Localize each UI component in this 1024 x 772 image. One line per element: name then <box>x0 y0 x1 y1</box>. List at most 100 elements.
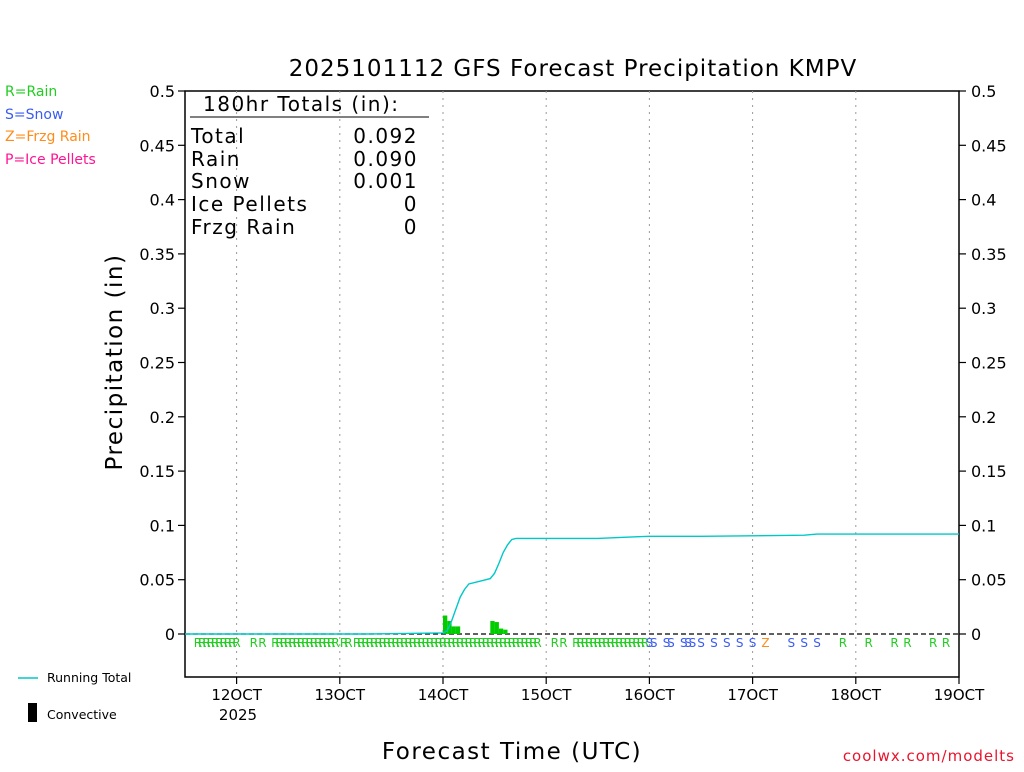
ptype-marker: R <box>615 636 623 650</box>
y-tick-label-right: 0.5 <box>971 82 996 101</box>
ptype-marker: Z <box>761 636 769 650</box>
ptype-marker: S <box>667 636 675 650</box>
ptype-marker: R <box>288 636 296 650</box>
ptype-marker: R <box>637 636 645 650</box>
y-tick-label-left: 0.35 <box>139 245 175 264</box>
x-tick-label: 19OCT <box>934 686 985 704</box>
legend-snow: S=Snow <box>5 107 63 123</box>
ptype-legend: R=Rain S=Snow Z=Frzg Rain P=Ice Pellets <box>5 84 96 168</box>
x-gridlines <box>236 91 857 677</box>
ptype-marker: R <box>525 636 533 650</box>
ptype-marker: R <box>619 636 627 650</box>
ptype-marker: R <box>452 636 460 650</box>
ptype-marker: R <box>641 636 649 650</box>
ptype-marker: R <box>327 636 335 650</box>
x-tick-label: 13OCT <box>315 686 366 704</box>
totals-value-snow: 0.001 <box>353 169 418 193</box>
ptype-marker: R <box>310 636 318 650</box>
totals-label-total: Total <box>190 124 245 148</box>
ptype-marker: R <box>559 636 567 650</box>
ptype-marker: S <box>710 636 718 650</box>
ptype-marker: R <box>903 636 911 650</box>
ptype-marker: R <box>275 636 283 650</box>
ptype-marker: R <box>469 636 477 650</box>
legend-ice-pellets: P=Ice Pellets <box>5 152 96 168</box>
convective-bar <box>498 628 504 634</box>
ptype-marker: R <box>426 636 434 650</box>
ptype-marker: R <box>297 636 305 650</box>
ptype-marker: R <box>284 636 292 650</box>
ptype-marker: R <box>598 636 606 650</box>
y-tick-label-left: 0.1 <box>150 516 175 535</box>
ptype-marker: R <box>430 636 438 650</box>
ptype-marker: R <box>400 636 408 650</box>
ptype-marker: S <box>680 636 688 650</box>
ptype-marker: S <box>800 636 808 650</box>
ptype-marker: S <box>723 636 731 650</box>
ptype-marker: R <box>413 636 421 650</box>
ptype-marker: R <box>202 636 210 650</box>
ptype-marker: R <box>331 636 339 650</box>
chart-title: 2025101112 GFS Forecast Precipitation KM… <box>289 56 857 82</box>
ptype-marker: R <box>508 636 516 650</box>
ptype-marker: R <box>495 636 503 650</box>
ptype-marker: R <box>314 636 322 650</box>
y-tick-label-right: 0.45 <box>971 136 1007 155</box>
y-tick-label-right: 0.05 <box>971 571 1007 590</box>
ptype-marker: R <box>404 636 412 650</box>
ptype-marker: R <box>271 636 279 650</box>
ptype-marker: R <box>533 636 541 650</box>
ptype-marker: R <box>529 636 537 650</box>
convective-bar <box>494 622 499 634</box>
ptype-marker: R <box>607 636 615 650</box>
totals-label-snow: Snow <box>191 169 251 193</box>
ptype-marker: S <box>663 636 671 650</box>
x-tick-label: 12OCT <box>211 686 262 704</box>
running-total-line <box>185 533 959 635</box>
y-axis-ticks: 0 00.05 0.050.1 0.10.15 0.150.2 0.20.25 0.250.… <box>139 82 1006 644</box>
y-tick-label-left: 0.45 <box>139 136 175 155</box>
ptype-marker: R <box>392 636 400 650</box>
ptype-marker: R <box>585 636 593 650</box>
ptype-marker: R <box>942 636 950 650</box>
totals-value-rain: 0.090 <box>353 147 418 171</box>
x-tick-label: 16OCT <box>624 686 675 704</box>
ptype-marker: R <box>194 636 202 650</box>
ptype-marker: R <box>306 636 314 650</box>
y-tick-label-left: 0.05 <box>139 571 175 590</box>
plot-frame <box>184 90 960 678</box>
x-tick-label: 14OCT <box>418 686 469 704</box>
ptype-marker: R <box>456 636 464 650</box>
ptype-marker: R <box>611 636 619 650</box>
series-legend: Running Total Convective <box>18 670 131 722</box>
totals-value-frzg-rain: 0 <box>404 215 418 239</box>
x-axis-ticks: 12OCT 13OCT 14OCT 15OCT 16OCT 17OCT 18OCT 19OCT <box>211 677 985 704</box>
ptype-marker: R <box>387 636 395 650</box>
ptype-marker: R <box>370 636 378 650</box>
ptype-marker: R <box>353 636 361 650</box>
running-total-legend-label: Running Total <box>47 670 131 685</box>
ptype-marker: R <box>486 636 494 650</box>
ptype-marker: R <box>499 636 507 650</box>
ptype-marker: R <box>632 636 640 650</box>
x-tick-label: 18OCT <box>831 686 882 704</box>
ptype-marker: R <box>473 636 481 650</box>
ptype-marker: S <box>736 636 744 650</box>
ptype-marker: R <box>409 636 417 650</box>
y-tick-label-right: 0.1 <box>971 516 996 535</box>
totals-value-ice-pellets: 0 <box>404 192 418 216</box>
ptype-marker: R <box>417 636 425 650</box>
ptype-marker: R <box>224 636 232 650</box>
ptype-marker: S <box>650 636 658 650</box>
ptype-marker: R <box>516 636 524 650</box>
ptype-marker: R <box>490 636 498 650</box>
convective-legend-label: Convective <box>47 707 117 722</box>
ptype-marker: R <box>447 636 455 650</box>
totals-label-ice-pellets: Ice Pellets <box>191 192 308 216</box>
ptype-marker: R <box>293 636 301 650</box>
ptype-marker: S <box>646 636 654 650</box>
ptype-marker: R <box>628 636 636 650</box>
credit-link[interactable]: coolwx.com/modelts <box>843 747 1015 765</box>
